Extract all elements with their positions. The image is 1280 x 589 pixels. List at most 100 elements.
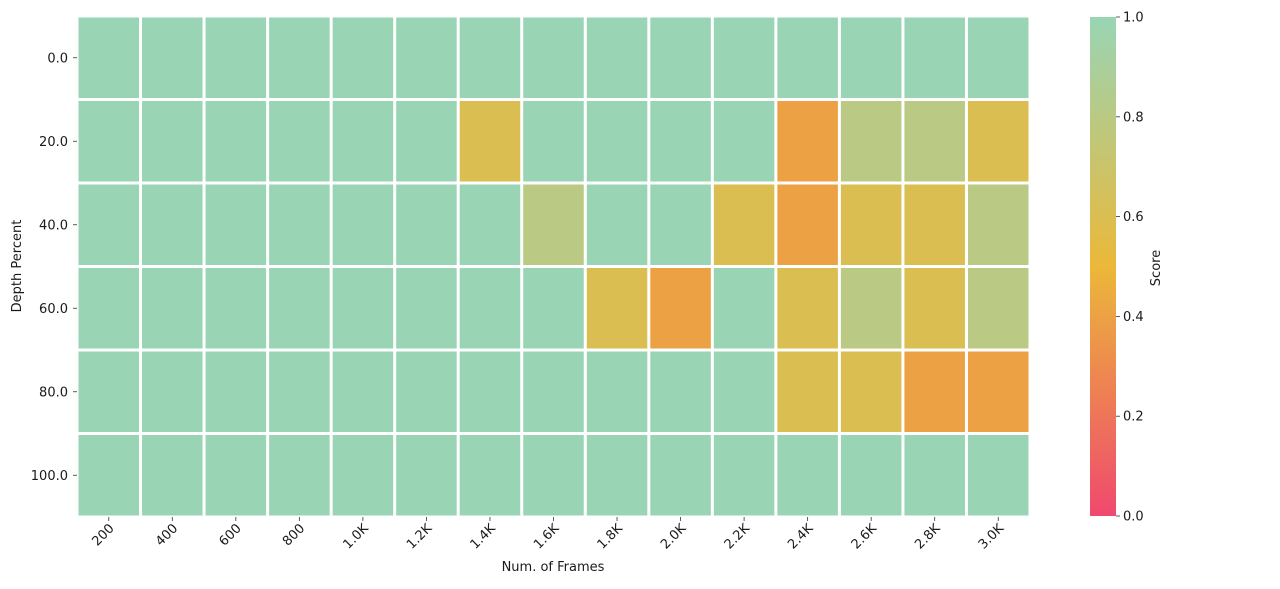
heatmap-cell bbox=[142, 184, 203, 265]
heatmap-cell bbox=[586, 435, 648, 516]
heatmap-cell bbox=[713, 351, 775, 432]
heatmap-cell bbox=[586, 268, 648, 349]
heatmap-cell bbox=[523, 435, 584, 516]
x-tick-label: 200 bbox=[89, 521, 117, 549]
heatmap-cell bbox=[459, 184, 521, 265]
heatmap-cell bbox=[459, 268, 521, 349]
y-tick-label: 80.0 bbox=[39, 385, 68, 400]
heatmap-cell bbox=[142, 101, 203, 182]
heatmap-cell bbox=[586, 351, 648, 432]
x-tick-label: 3.0K bbox=[976, 521, 1008, 553]
heatmap-cell bbox=[205, 351, 267, 432]
heatmap-cell bbox=[269, 101, 330, 182]
heatmap-cell bbox=[967, 17, 1029, 98]
heatmap-cell bbox=[840, 268, 902, 349]
heatmap-cell bbox=[523, 184, 584, 265]
x-tick-label: 1.0K bbox=[340, 521, 372, 553]
x-tick-label: 2.8K bbox=[912, 521, 944, 553]
heatmap-cell bbox=[904, 184, 965, 265]
y-tick-label: 0.0 bbox=[47, 51, 68, 66]
heatmap-cell bbox=[650, 184, 711, 265]
heatmap-cell bbox=[332, 184, 394, 265]
heatmap-cell bbox=[142, 351, 203, 432]
heatmap-cell bbox=[78, 268, 140, 349]
colorbar-label: Score bbox=[1149, 250, 1164, 286]
heatmap-cells bbox=[78, 17, 1029, 516]
heatmap-cell bbox=[713, 184, 775, 265]
x-tick-label: 1.8K bbox=[595, 521, 627, 553]
heatmap-cell bbox=[396, 17, 457, 98]
heatmap-cell bbox=[269, 435, 330, 516]
heatmap-cell bbox=[396, 351, 457, 432]
colorbar: 0.0 0.2 0.4 0.6 0.8 1.0 Score bbox=[1090, 11, 1164, 525]
x-tick-label: 400 bbox=[153, 521, 181, 549]
heatmap-cell bbox=[332, 17, 394, 98]
heatmap-cell bbox=[586, 184, 648, 265]
x-tick-label: 2.0K bbox=[658, 521, 690, 553]
y-axis-label: Depth Percent bbox=[10, 220, 25, 313]
y-tick-label: 100.0 bbox=[31, 469, 68, 484]
heatmap-cell bbox=[142, 435, 203, 516]
heatmap-cell bbox=[269, 184, 330, 265]
heatmap-cell bbox=[713, 268, 775, 349]
colorbar-tick-label: 0.2 bbox=[1123, 410, 1144, 425]
colorbar-tick-label: 1.0 bbox=[1123, 11, 1144, 26]
heatmap-cell bbox=[777, 268, 838, 349]
heatmap-cell bbox=[332, 101, 394, 182]
heatmap-cell bbox=[713, 101, 775, 182]
heatmap-cell bbox=[78, 101, 140, 182]
heatmap-cell bbox=[713, 435, 775, 516]
heatmap-cell bbox=[396, 184, 457, 265]
heatmap-cell bbox=[650, 101, 711, 182]
colorbar-gradient bbox=[1090, 17, 1116, 516]
y-tick-labels: 0.0 20.0 40.0 60.0 80.0 100.0 bbox=[31, 51, 77, 484]
heatmap-cell bbox=[269, 268, 330, 349]
heatmap-cell bbox=[142, 17, 203, 98]
y-tick-label: 60.0 bbox=[39, 302, 68, 317]
heatmap-cell bbox=[205, 17, 267, 98]
heatmap-cell bbox=[967, 101, 1029, 182]
heatmap-cell bbox=[904, 351, 965, 432]
heatmap-cell bbox=[523, 268, 584, 349]
heatmap-cell bbox=[840, 101, 902, 182]
heatmap-cell bbox=[840, 435, 902, 516]
heatmap-cell bbox=[332, 435, 394, 516]
heatmap-cell bbox=[586, 101, 648, 182]
heatmap-cell bbox=[523, 351, 584, 432]
x-tick-labels: 200 400 600 800 1.0K 1.2K 1.4K 1.6K 1.8K 2.0K 2.2K… bbox=[89, 517, 1007, 552]
heatmap-cell bbox=[967, 184, 1029, 265]
heatmap-cell bbox=[777, 435, 838, 516]
heatmap-cell bbox=[840, 17, 902, 98]
heatmap-cell bbox=[650, 268, 711, 349]
heatmap-cell bbox=[967, 268, 1029, 349]
x-tick-label: 1.6K bbox=[531, 521, 563, 553]
x-tick-label: 2.6K bbox=[849, 521, 881, 553]
heatmap-cell bbox=[713, 17, 775, 98]
heatmap-cell bbox=[777, 101, 838, 182]
heatmap-cell bbox=[205, 268, 267, 349]
heatmap-cell bbox=[459, 435, 521, 516]
heatmap-cell bbox=[78, 435, 140, 516]
y-tick-label: 40.0 bbox=[39, 218, 68, 233]
x-tick-label: 800 bbox=[280, 521, 308, 549]
heatmap-cell bbox=[205, 184, 267, 265]
y-tick-label: 20.0 bbox=[39, 135, 68, 150]
heatmap-cell bbox=[777, 184, 838, 265]
x-axis-label: Num. of Frames bbox=[502, 560, 605, 575]
colorbar-tick-label: 0.6 bbox=[1123, 210, 1144, 225]
heatmap-cell bbox=[459, 351, 521, 432]
x-tick-label: 1.2K bbox=[404, 521, 436, 553]
heatmap-cell bbox=[269, 351, 330, 432]
heatmap-cell bbox=[78, 17, 140, 98]
heatmap-cell bbox=[904, 101, 965, 182]
heatmap-cell bbox=[205, 101, 267, 182]
heatmap-cell bbox=[840, 351, 902, 432]
x-tick-label: 2.2K bbox=[722, 521, 754, 553]
heatmap-cell bbox=[777, 351, 838, 432]
heatmap-cell bbox=[904, 17, 965, 98]
heatmap-cell bbox=[650, 351, 711, 432]
heatmap-cell bbox=[396, 435, 457, 516]
colorbar-tick-label: 0.0 bbox=[1123, 510, 1144, 525]
colorbar-tick-label: 0.8 bbox=[1123, 110, 1144, 125]
